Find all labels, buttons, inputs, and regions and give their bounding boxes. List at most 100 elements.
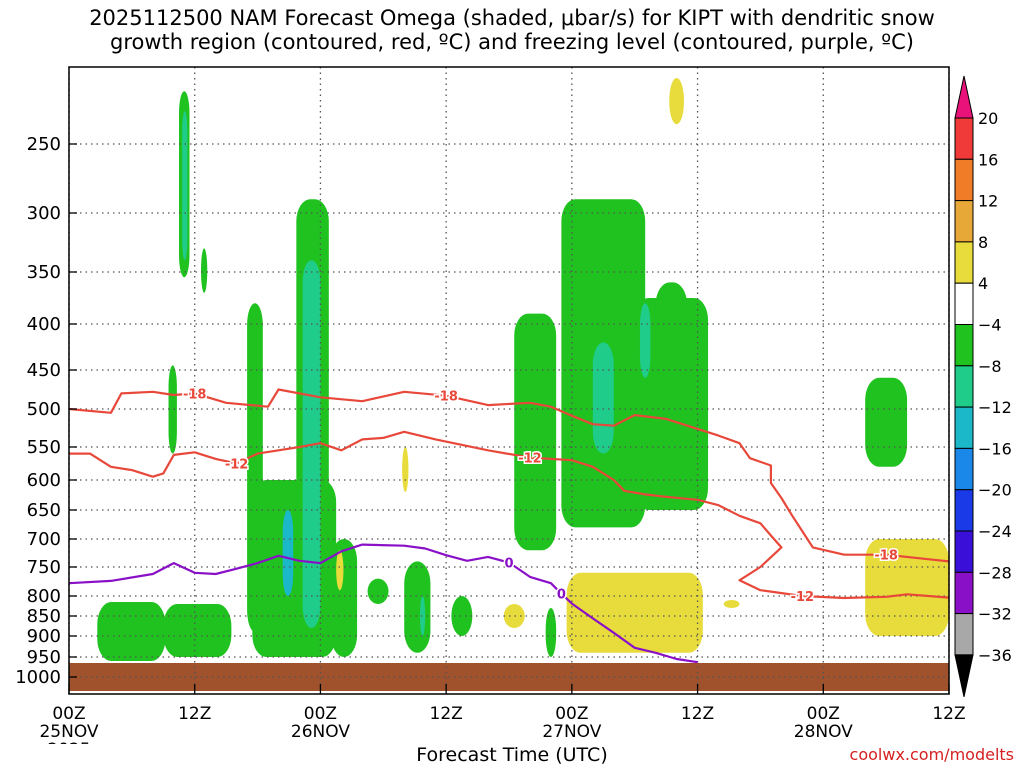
- colorbar-label-7: −12: [978, 398, 1012, 417]
- colorbar-label-2: 12: [978, 192, 998, 211]
- omega-region-0: [97, 602, 166, 661]
- colorbar-box-3: [954, 200, 974, 243]
- y-tick-label-9: 700: [27, 529, 61, 550]
- omega-region-31: [336, 550, 344, 591]
- x-tick-date-0: 25NOV: [39, 722, 98, 742]
- omega-region-2: [168, 365, 177, 454]
- colorbar-box-13: [954, 613, 974, 656]
- x-tick-label-7: 12Z: [932, 704, 965, 724]
- x-tick-label-1: 12Z: [178, 704, 211, 724]
- omega-region-23: [655, 282, 688, 378]
- source-credit[interactable]: coolwx.com/modelts: [849, 745, 1014, 764]
- omega-region-18: [545, 608, 557, 657]
- x-tick-date-6: 28NOV: [794, 722, 853, 742]
- colorbar-box-12: [954, 571, 974, 615]
- omega-region-30: [669, 78, 684, 125]
- contour-freezing-label-0: 0: [504, 557, 513, 572]
- y-tick-label-6: 550: [27, 437, 61, 458]
- y-tick-label-1: 300: [27, 203, 61, 224]
- y-tick-label-14: 950: [27, 647, 61, 668]
- omega-region-16: [451, 596, 473, 636]
- x-tick-label-6: 00Z: [807, 704, 840, 724]
- y-tick-label-12: 850: [27, 606, 61, 627]
- colorbar-box-4: [954, 241, 974, 284]
- colorbar-label-9: −20: [978, 481, 1012, 500]
- y-tick-label-13: 900: [27, 626, 61, 647]
- colorbar-box-6: [954, 324, 974, 367]
- x-tick-label-0: 00Z: [52, 704, 85, 724]
- colorbar-box-2: [954, 158, 974, 202]
- colorbar-label-10: −24: [978, 522, 1012, 541]
- colorbar: 20 16 12 8 4 −4 −8 −12 −16 −20 −24 −28 −32 −36: [954, 75, 1012, 698]
- y-tick-label-2: 350: [27, 262, 61, 283]
- colorbar-label-1: 16: [978, 150, 998, 169]
- x-tick-label-2: 00Z: [304, 704, 337, 724]
- x-tick-date-2: 26NOV: [291, 722, 350, 742]
- omega-region-11: [330, 539, 358, 657]
- colorbar-box-1: [954, 117, 974, 160]
- colorbar-top-arrow: [954, 75, 974, 119]
- omega-region-21: [592, 342, 614, 454]
- y-tick-label-4: 450: [27, 360, 61, 381]
- omega-region-15: [419, 596, 426, 636]
- y-tick-label-7: 600: [27, 470, 61, 491]
- contour-minus18-label-2: -18: [874, 549, 898, 564]
- contour-minus12-label-2: -12: [791, 590, 815, 605]
- omega-region-1: [163, 604, 232, 657]
- y-tick-label-8: 650: [27, 500, 61, 521]
- y-tick-label-11: 800: [27, 586, 61, 607]
- omega-region-10: [282, 510, 294, 596]
- plot-frame: [68, 66, 950, 695]
- colorbar-box-11: [954, 530, 974, 573]
- colorbar-label-12: −32: [978, 605, 1012, 624]
- chart-title-line2: growth region (contoured, red, ºC) and f…: [110, 30, 914, 54]
- omega-region-22: [639, 303, 651, 378]
- omega-region-20: [634, 298, 709, 510]
- omega-region-26: [503, 604, 525, 628]
- contour-minus12-label-1: -12: [518, 452, 542, 467]
- colorbar-box-8: [954, 406, 974, 449]
- x-tick-label-4: 00Z: [555, 704, 588, 724]
- colorbar-box-5: [954, 282, 974, 326]
- colorbar-label-0: 20: [978, 109, 998, 128]
- omega-region-25: [566, 572, 703, 653]
- omega-region-27: [723, 600, 740, 608]
- colorbar-label-4: 4: [978, 274, 988, 293]
- colorbar-label-6: −8: [978, 357, 1002, 376]
- omega-region-24: [865, 377, 908, 467]
- omega-time-height-chart: -18 -18 -18 -12 -12 -12 0 0 250 300 350 400 450 500 5…: [15, 66, 1012, 744]
- x-tick-label-5: 12Z: [681, 704, 714, 724]
- axes: 2503003504004505005506006507007508008509…: [15, 66, 966, 744]
- contour-minus18-label-0: -18: [183, 387, 207, 402]
- x-tick-date-4: 27NOV: [542, 722, 601, 742]
- omega-region-13: [367, 578, 389, 604]
- plot-area: -18 -18 -18 -12 -12 -12 0 0: [68, 67, 950, 694]
- colorbar-box-7: [954, 365, 974, 408]
- omega-region-4: [182, 111, 188, 261]
- y-tick-label-3: 400: [27, 314, 61, 335]
- chart-title-line1: 2025112500 NAM Forecast Omega (shaded, μ…: [89, 6, 935, 30]
- y-tick-label-15: 1000: [15, 667, 61, 688]
- colorbar-bottom-arrow: [954, 654, 974, 698]
- contour-minus12: [69, 430, 950, 600]
- y-tick-label-10: 750: [27, 557, 61, 578]
- omega-region-28: [865, 539, 949, 636]
- colorbar-box-10: [954, 489, 974, 532]
- colorbar-label-5: −4: [978, 316, 1002, 335]
- y-tick-label-5: 500: [27, 399, 61, 420]
- contour-freezing-label-1: 0: [557, 588, 566, 603]
- contour-minus18-label-1: -18: [434, 390, 458, 405]
- colorbar-label-3: 8: [978, 233, 988, 252]
- omega-region-17: [514, 313, 557, 551]
- omega-region-5: [201, 248, 208, 293]
- contour-minus12-label-0: -12: [225, 458, 249, 473]
- omega-region-12: [346, 544, 352, 591]
- x-tick-label-3: 12Z: [430, 704, 463, 724]
- contour-freezing: [68, 543, 698, 664]
- y-tick-label-0: 250: [27, 134, 61, 155]
- x-axis-title: Forecast Time (UTC): [416, 744, 608, 766]
- colorbar-label-11: −28: [978, 563, 1012, 582]
- colorbar-box-9: [954, 447, 974, 491]
- omega-region-29: [402, 447, 409, 492]
- contour-minus18: [68, 388, 950, 563]
